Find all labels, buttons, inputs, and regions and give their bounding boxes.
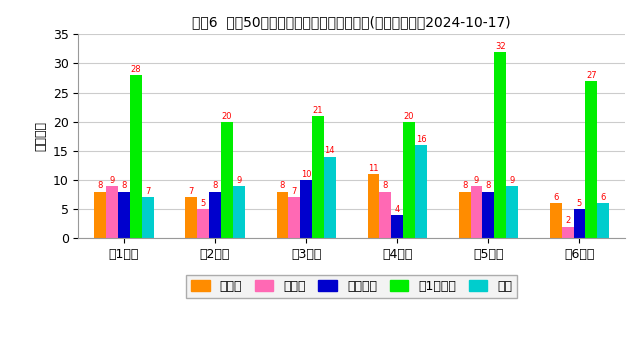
Bar: [573, 209, 586, 238]
Text: 8: 8: [383, 181, 388, 190]
Text: 27: 27: [586, 71, 596, 80]
Text: 9: 9: [236, 176, 241, 185]
Text: 16: 16: [415, 135, 426, 144]
Bar: [391, 215, 403, 238]
Bar: [324, 157, 336, 238]
Bar: [483, 192, 494, 238]
Bar: [130, 75, 141, 238]
Bar: [233, 186, 244, 238]
Bar: [300, 180, 312, 238]
Bar: [586, 81, 597, 238]
Text: 7: 7: [189, 187, 194, 196]
Bar: [197, 209, 209, 238]
Bar: [186, 197, 197, 238]
Text: 32: 32: [495, 42, 506, 51]
Text: 14: 14: [324, 147, 335, 156]
Bar: [562, 226, 573, 238]
Bar: [221, 122, 233, 238]
Text: 9: 9: [109, 176, 115, 185]
Bar: [403, 122, 415, 238]
Text: 8: 8: [121, 181, 127, 190]
Text: 7: 7: [292, 187, 297, 196]
Bar: [312, 116, 324, 238]
Bar: [209, 192, 221, 238]
Text: 4: 4: [395, 205, 400, 214]
Text: 2: 2: [565, 216, 570, 225]
Text: 8: 8: [212, 181, 218, 190]
Bar: [289, 197, 300, 238]
Bar: [276, 192, 289, 238]
Bar: [550, 203, 562, 238]
Text: 9: 9: [509, 176, 515, 185]
Text: 21: 21: [313, 106, 323, 115]
Text: 11: 11: [368, 164, 379, 173]
Bar: [415, 145, 427, 238]
Bar: [94, 192, 106, 238]
Text: 8: 8: [97, 181, 103, 190]
Text: 9: 9: [474, 176, 479, 185]
Bar: [494, 52, 506, 238]
Text: 6: 6: [600, 193, 606, 202]
Bar: [380, 192, 391, 238]
Text: 28: 28: [131, 65, 141, 74]
Bar: [118, 192, 130, 238]
Text: 10: 10: [301, 170, 312, 179]
Bar: [367, 174, 380, 238]
Text: 8: 8: [462, 181, 467, 190]
Text: 5: 5: [200, 199, 206, 208]
Text: 6: 6: [553, 193, 559, 202]
Legend: 前数字, 後数字, 継続数字, 下1桁数字, 連番: 前数字, 後数字, 継続数字, 下1桁数字, 連番: [186, 275, 518, 298]
Text: 8: 8: [280, 181, 285, 190]
Text: 20: 20: [221, 112, 232, 121]
Bar: [597, 203, 609, 238]
Bar: [470, 186, 483, 238]
Text: 7: 7: [145, 187, 150, 196]
Bar: [459, 192, 470, 238]
Y-axis label: 出現回数: 出現回数: [34, 121, 47, 151]
Text: 20: 20: [404, 112, 414, 121]
Text: 5: 5: [577, 199, 582, 208]
Bar: [141, 197, 154, 238]
Title: ロト6  直近50回の数字パターンの出現回数(最終抽選日：2024-10-17): ロト6 直近50回の数字パターンの出現回数(最終抽選日：2024-10-17): [193, 15, 511, 29]
Bar: [506, 186, 518, 238]
Text: 8: 8: [486, 181, 491, 190]
Bar: [106, 186, 118, 238]
